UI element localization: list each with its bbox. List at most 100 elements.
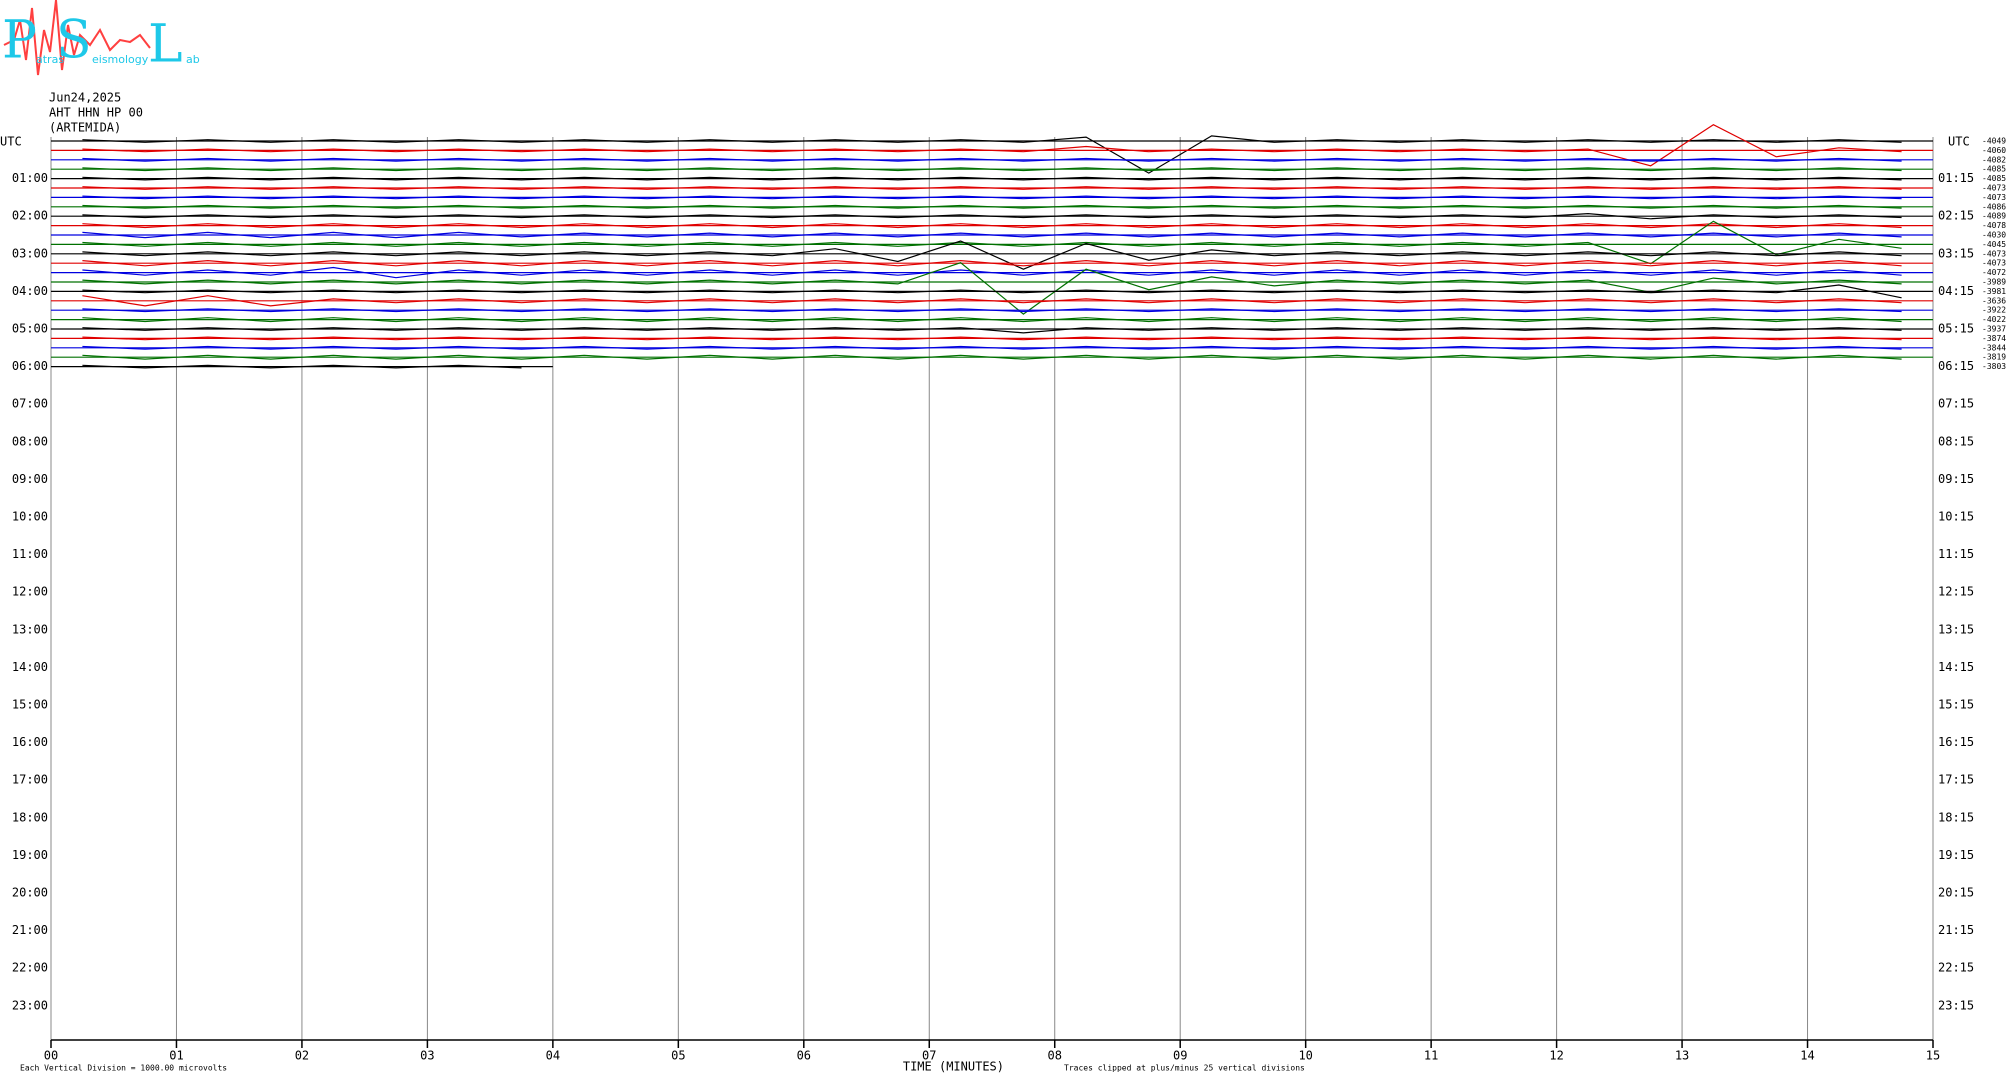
x-tick-label: 11 [1424, 1049, 1438, 1063]
logo-letter: L [148, 15, 183, 75]
trace [82, 124, 1902, 167]
right-time-label: 01:15 [1938, 171, 1974, 185]
right-time-label: 07:15 [1938, 397, 1974, 411]
right-time-label: 22:15 [1938, 961, 1974, 975]
trace [82, 262, 1902, 315]
trace [82, 135, 1902, 174]
left-time-label: 01:00 [12, 171, 48, 185]
trace [82, 231, 1902, 239]
left-time-label: 04:00 [12, 284, 48, 298]
trace [82, 212, 1902, 220]
left-time-label: 06:00 [12, 359, 48, 373]
trace [82, 354, 1902, 360]
right-time-label: 21:15 [1938, 923, 1974, 937]
left-time-label: 15:00 [12, 698, 48, 712]
left-time-label: 21:00 [12, 923, 48, 937]
trace-offset-label: -4078 [1982, 221, 2006, 230]
x-tick-label: 15 [1926, 1049, 1940, 1063]
trace [82, 317, 1902, 323]
left-time-label: 11:00 [12, 547, 48, 561]
x-axis-title: TIME (MINUTES) [903, 1060, 1004, 1074]
trace-offset-label: -3844 [1982, 343, 2006, 352]
trace-offset-label: -4030 [1982, 231, 2006, 240]
right-time-label: 10:15 [1938, 510, 1974, 524]
trace-offset-label: -3937 [1982, 325, 2006, 334]
trace-offset-label: -4073 [1982, 249, 2006, 258]
trace-offset-label: -3922 [1982, 306, 2006, 315]
left-time-label: 10:00 [12, 510, 48, 524]
trace-offset-label: -4049 [1982, 137, 2006, 146]
trace [82, 327, 1902, 334]
right-time-label: 04:15 [1938, 284, 1974, 298]
right-time-label: 09:15 [1938, 472, 1974, 486]
x-tick-label: 05 [671, 1049, 685, 1063]
left-time-label: 02:00 [12, 209, 48, 223]
trace-offset-label: -4073 [1982, 259, 2006, 268]
trace [82, 345, 1902, 350]
right-time-label: 23:15 [1938, 998, 1974, 1012]
right-time-label: 11:15 [1938, 547, 1974, 561]
trace [82, 284, 1902, 299]
left-time-label: 08:00 [12, 434, 48, 448]
trace-offset-label: -3989 [1982, 278, 2006, 287]
x-tick-label: 10 [1298, 1049, 1312, 1063]
logo: P S L atras eismology ab [2, 0, 200, 76]
right-time-label: 13:15 [1938, 622, 1974, 636]
trace [82, 336, 1902, 341]
note: Traces clipped at plus/minus 25 vertical… [1064, 1064, 1305, 1073]
right-time-label: 12:15 [1938, 585, 1974, 599]
left-time-label: 18:00 [12, 810, 48, 824]
header-line: Jun24,2025 [49, 91, 121, 105]
left-time-label: 19:00 [12, 848, 48, 862]
x-tick-label: 09 [1173, 1049, 1187, 1063]
right-axis-title: UTC [1948, 135, 1970, 149]
trace [82, 364, 522, 369]
trace-offset-label: -4022 [1982, 315, 2006, 324]
x-tick-label: 07 [922, 1049, 936, 1063]
x-tick-label: 02 [295, 1049, 309, 1063]
left-time-label: 14:00 [12, 660, 48, 674]
logo-letter: S [56, 11, 92, 71]
trace [82, 220, 1902, 265]
logo-squiggle [3, 0, 151, 76]
left-time-label: 05:00 [12, 322, 48, 336]
x-tick-label: 01 [169, 1049, 183, 1063]
trace [82, 223, 1902, 229]
right-time-label: 19:15 [1938, 848, 1974, 862]
trace [82, 186, 1902, 190]
trace [82, 176, 1902, 181]
x-tick-label: 00 [44, 1049, 58, 1063]
left-time-label: 03:00 [12, 246, 48, 260]
x-tick-label: 14 [1800, 1049, 1814, 1063]
x-tick-label: 12 [1549, 1049, 1563, 1063]
trace [82, 204, 1902, 209]
left-time-label: 13:00 [12, 622, 48, 636]
trace-offset-label: -4073 [1982, 184, 2006, 193]
left-time-label: 17:00 [12, 773, 48, 787]
right-time-label: 08:15 [1938, 434, 1974, 448]
trace-offset-label: -4085 [1982, 174, 2006, 183]
left-time-label: 07:00 [12, 397, 48, 411]
right-time-label: 16:15 [1938, 735, 1974, 749]
trace [82, 157, 1902, 162]
x-tick-label: 03 [420, 1049, 434, 1063]
x-tick-label: 04 [546, 1049, 560, 1063]
right-time-label: 15:15 [1938, 698, 1974, 712]
logo-text: eismology [92, 53, 149, 66]
logo-text: atras [36, 53, 64, 66]
left-time-label: 12:00 [12, 585, 48, 599]
right-time-label: 20:15 [1938, 886, 1974, 900]
x-tick-label: 13 [1675, 1049, 1689, 1063]
trace-offset-label: -3636 [1982, 296, 2006, 305]
x-tick-label: 06 [797, 1049, 811, 1063]
left-axis-title: UTC [0, 135, 22, 149]
trace [82, 266, 1902, 279]
trace-offset-label: -4072 [1982, 268, 2006, 277]
trace-offset-label: -4073 [1982, 193, 2006, 202]
right-time-label: 05:15 [1938, 322, 1974, 336]
trace [82, 308, 1902, 313]
trace [82, 195, 1902, 200]
note: Each Vertical Division = 1000.00 microvo… [20, 1064, 227, 1073]
trace-offset-label: -4082 [1982, 155, 2006, 164]
logo-text: ab [186, 53, 200, 66]
